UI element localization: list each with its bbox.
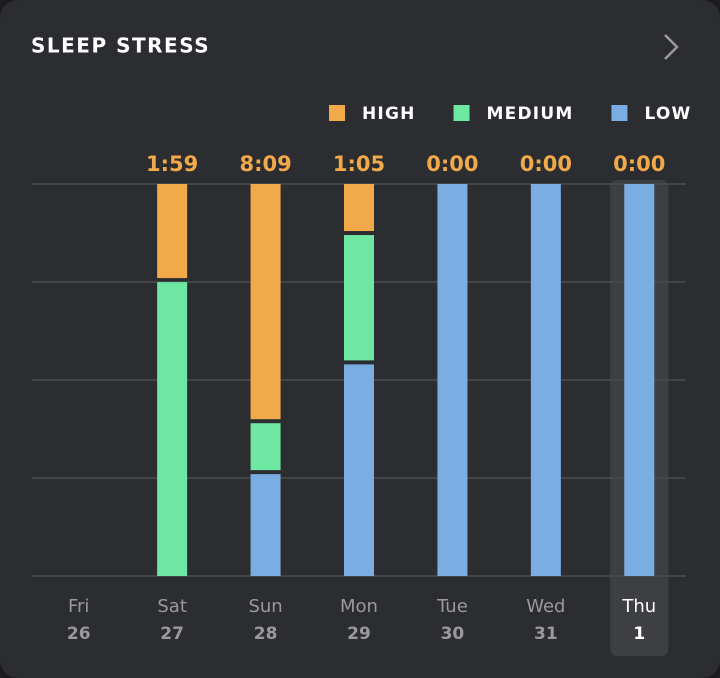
x-tick-date: 27	[160, 624, 184, 644]
x-tick-label: Sun	[248, 596, 282, 617]
bar-segment	[157, 184, 188, 279]
bar-segment	[250, 184, 281, 420]
legend-swatch	[611, 105, 628, 121]
bar-segment	[250, 474, 281, 576]
x-tick-label: Fri	[68, 596, 89, 617]
legend-label: MEDIUM	[487, 104, 574, 124]
bar-segment	[530, 184, 561, 576]
x-tick-date: 29	[347, 624, 371, 644]
x-tick-label: Mon	[340, 596, 378, 617]
bar-segment	[344, 364, 374, 576]
bar-segment	[437, 184, 468, 576]
bar-segment	[344, 184, 374, 232]
bar-top-label: 0:00	[520, 152, 572, 176]
bar-top-label: 0:00	[613, 152, 665, 176]
legend-label: LOW	[644, 104, 691, 124]
bar-top-label: 0:00	[426, 152, 478, 176]
x-tick-date: 28	[254, 624, 278, 644]
bar-top-label: 1:59	[146, 152, 198, 176]
chart-title: SLEEP STRESS	[31, 34, 210, 58]
x-tick-date: 31	[534, 624, 558, 644]
legend-swatch	[453, 105, 470, 121]
x-tick-date: 30	[441, 624, 465, 644]
x-tick-label: Wed	[526, 596, 565, 617]
x-tick-date: 26	[67, 624, 91, 644]
x-tick-label: Sat	[157, 596, 187, 617]
legend-label: HIGH	[362, 104, 416, 124]
bar-segment	[250, 423, 281, 471]
x-tick-label: Tue	[436, 596, 468, 617]
x-tick-label: Thu	[621, 596, 656, 617]
bar-top-label: 1:05	[333, 152, 385, 176]
x-tick-date: 1	[633, 624, 645, 644]
bar-segment	[157, 282, 188, 576]
bar-top-label: 8:09	[239, 152, 291, 176]
bar-segment	[624, 184, 655, 576]
legend-swatch	[329, 105, 345, 121]
bar-segment	[344, 235, 374, 361]
chevron[interactable]	[664, 34, 679, 60]
